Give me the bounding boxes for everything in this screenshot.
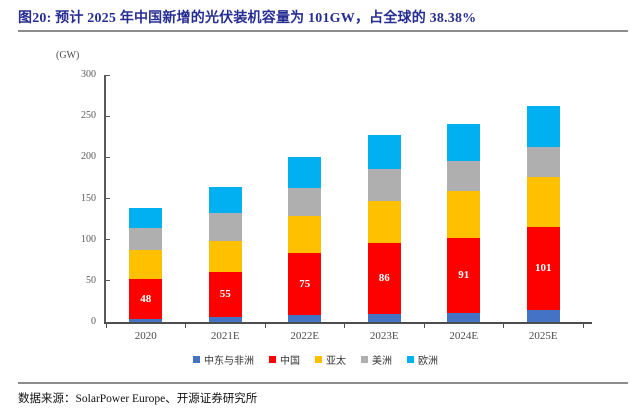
plot-area: 0 50 100 150 200 250 300 48 2020 55 2021E 75 2022E 86… [81,70,592,342]
figure-title: 图20: 预计 2025 年中国新增的光伏装机容量为 101GW，占全球的 38… [18,11,477,26]
legend-item: 欧洲 [407,352,438,367]
y-axis-tick-label: 50 [86,274,96,286]
x-axis-tick [185,324,186,328]
y-axis-tick [106,321,110,323]
bar-segment [447,124,481,162]
y-axis-tick [106,115,110,117]
x-axis-tick [105,324,107,328]
bar-segment [447,312,481,322]
bar-segment [129,249,163,280]
y-axis-tick-label: 150 [81,192,96,204]
bar-value-label: 91 [458,269,470,282]
stacked-bar-2022E: 75 [288,156,322,322]
title-divider-line [18,30,628,32]
x-axis-category-label: 2022E [290,330,320,342]
y-axis-line [104,75,106,324]
y-axis-tick-label: 200 [81,151,96,163]
bar-segment [208,213,242,241]
bar-segment [526,105,560,148]
bar-segment [288,156,322,188]
x-axis-category-label: 2020 [134,330,157,342]
bar-segment: 55 [208,271,242,318]
bar-segment [288,314,322,322]
footer-divider-line [18,382,628,384]
y-axis-tick [106,74,110,76]
legend-label: 中国 [280,356,300,367]
bar-value-label: 48 [140,292,152,305]
bar-segment [208,187,242,214]
bar-segment [129,318,163,322]
bar-segment [367,135,401,169]
y-axis-tick [106,156,110,158]
bar-segment [367,313,401,322]
legend-swatch-icon [361,356,368,363]
x-axis-category-label: 2024E [449,330,479,342]
y-axis-tick [106,280,110,282]
chart-legend: 中东与非洲 中国 亚太 美洲 欧洲 [0,352,631,367]
bar-segment [526,309,560,322]
legend-item: 美洲 [361,352,392,367]
stacked-bar-2021E: 55 [208,187,242,322]
y-axis-tick [106,198,110,199]
data-source: 数据来源：SolarPower Europe、开源证券研究所 [18,393,258,405]
x-axis-tick [503,324,504,328]
y-axis-tick-label: 250 [81,110,96,122]
x-axis-tick [423,324,425,328]
bar-segment [447,191,481,239]
bar-segment [526,147,560,178]
bar-value-label: 101 [535,262,552,275]
bar-segment [129,208,163,229]
bar-segment: 75 [288,252,322,315]
x-axis-category-label: 2023E [369,330,399,342]
legend-item: 中东与非洲 [193,352,254,367]
bar-segment [447,161,481,192]
x-axis-tick [582,324,584,328]
bar-value-label: 86 [378,272,390,285]
bar-segment: 48 [129,279,163,319]
bar-segment: 101 [526,226,560,310]
stacked-bar-2023E: 86 [367,135,401,322]
bar-segment [288,215,322,253]
legend-item: 亚太 [315,352,346,367]
y-axis-tick-label: 300 [81,69,96,80]
legend-item: 中国 [269,352,300,367]
bar-segment [367,201,401,243]
bar-segment [288,187,322,216]
bar-segment: 86 [367,242,401,314]
stacked-bar-2025E: 101 [526,105,560,322]
legend-label: 中东与非洲 [204,356,254,367]
x-axis-category-label: 2021E [210,330,240,342]
stacked-bar-2020: 48 [129,208,163,322]
legend-swatch-icon [315,356,322,363]
legend-label: 欧洲 [418,356,438,367]
bar-value-label: 55 [219,288,231,301]
legend-swatch-icon [269,356,276,363]
legend-swatch-icon [407,356,414,363]
bar-segment [367,168,401,201]
x-axis-tick [344,324,345,328]
x-axis-line [104,322,592,324]
legend-swatch-icon [193,356,200,363]
bar-segment [129,228,163,250]
stacked-bar-2024E: 91 [447,124,481,322]
x-axis-category-label: 2025E [528,330,558,342]
bar-segment: 91 [447,238,481,313]
bar-segment [208,317,242,322]
y-axis-tick-label: 0 [91,316,96,327]
y-axis-tick-label: 100 [81,233,96,245]
legend-label: 美洲 [372,356,392,367]
legend-label: 亚太 [326,356,346,367]
bar-segment [526,177,560,227]
y-axis-unit-label: (GW) [56,50,80,61]
x-axis-tick [264,324,266,328]
bar-segment [208,240,242,272]
y-axis-tick [106,239,110,241]
bar-value-label: 75 [299,277,311,290]
